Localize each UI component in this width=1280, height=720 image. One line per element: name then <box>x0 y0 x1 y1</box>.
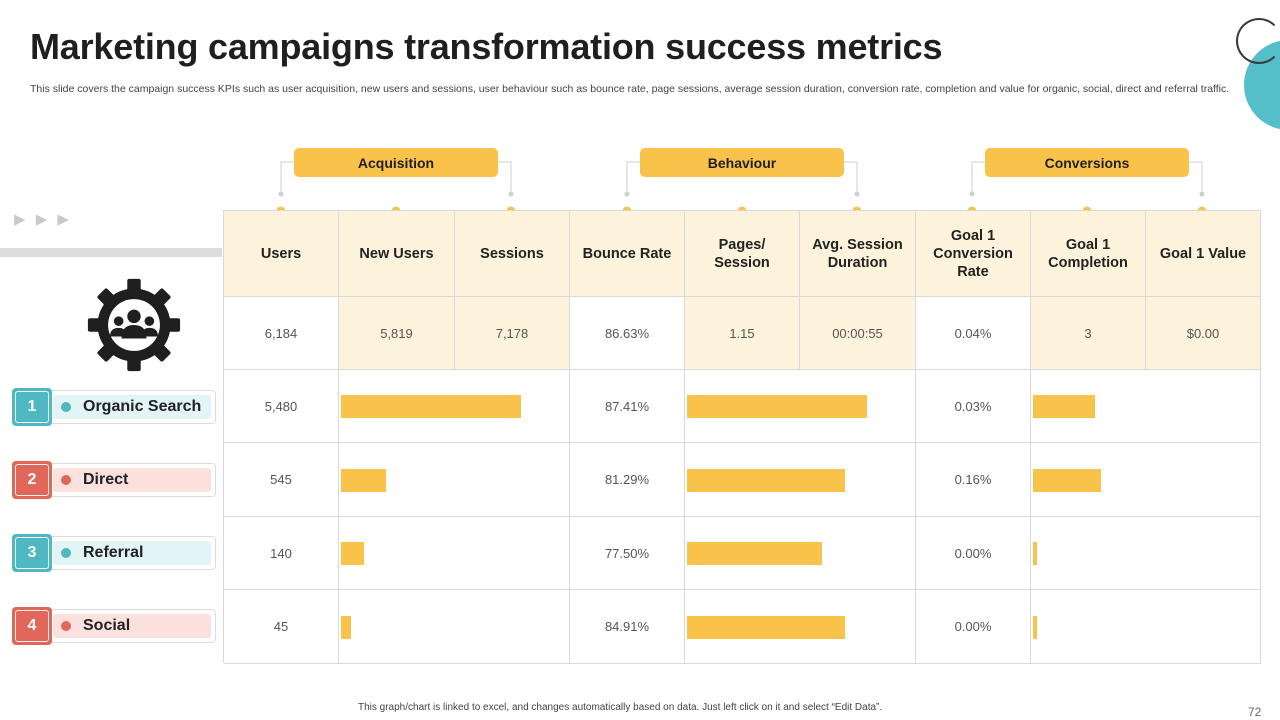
goal-completion-bar <box>1033 542 1037 565</box>
page-number: 72 <box>1248 705 1262 719</box>
cell-pages-bar <box>685 443 916 517</box>
pages-session-bar <box>687 615 845 639</box>
cell-bounce-rate: 84.91% <box>570 590 685 664</box>
total-goal-completion: 3 <box>1031 297 1146 370</box>
decorative-ring <box>1236 18 1280 64</box>
cell-completion-bar <box>1031 590 1261 664</box>
cell-pages-bar <box>685 517 916 590</box>
channel-organic-search: Organic Search 1 <box>12 388 216 426</box>
cell-conversion-rate: 0.00% <box>916 517 1031 590</box>
cell-bounce-rate: 81.29% <box>570 443 685 517</box>
cell-users: 5,480 <box>224 370 339 443</box>
cell-completion-bar <box>1031 517 1261 590</box>
channel-label: Social <box>83 617 131 634</box>
pages-session-bar <box>687 468 845 492</box>
group-conversions: Conversions <box>985 148 1189 177</box>
cell-bounce-rate: 77.50% <box>570 517 685 590</box>
channel-number-badge: 4 <box>12 607 52 645</box>
cell-new-users-bar <box>339 517 570 590</box>
pages-session-bar <box>687 542 822 565</box>
total-goal-conversion-rate: 0.04% <box>916 297 1031 370</box>
cell-conversion-rate: 0.03% <box>916 370 1031 443</box>
arrow-decoration-icon: ▶ ▶ ▶ <box>14 211 72 228</box>
cell-pages-bar <box>685 590 916 664</box>
channel-label: Organic Search <box>83 398 202 415</box>
footer-note: This graph/chart is linked to excel, and… <box>358 702 883 713</box>
channel-number-badge: 1 <box>12 388 52 426</box>
channel-label: Direct <box>83 471 129 488</box>
cell-completion-bar <box>1031 370 1261 443</box>
new-users-bar <box>341 542 364 565</box>
page-title: Marketing campaigns transformation succe… <box>30 26 943 67</box>
channel-direct: Direct 2 <box>12 461 216 499</box>
decorative-bar <box>0 248 222 257</box>
channel-number-badge: 3 <box>12 534 52 572</box>
total-avg-session-duration: 00:00:55 <box>800 297 916 370</box>
channel-number-badge: 2 <box>12 461 52 499</box>
channel-social: Social 4 <box>12 607 216 645</box>
column-header-new-users: New Users <box>339 211 455 297</box>
total-sessions: 7,178 <box>455 297 570 370</box>
channel-dot-icon <box>61 548 71 558</box>
column-header-sessions: Sessions <box>455 211 570 297</box>
team-gear-icon <box>87 278 181 372</box>
cell-users: 140 <box>224 517 339 590</box>
new-users-bar <box>341 468 386 492</box>
total-pages-session: 1.15 <box>685 297 800 370</box>
pages-session-bar <box>687 395 867 418</box>
group-behaviour: Behaviour <box>640 148 844 177</box>
channel-label: Referral <box>83 544 144 561</box>
page-description: This slide covers the campaign success K… <box>30 83 1230 95</box>
total-goal-value: $0.00 <box>1146 297 1261 370</box>
channel-referral: Referral 3 <box>12 534 216 572</box>
cell-users: 45 <box>224 590 339 664</box>
cell-new-users-bar <box>339 370 570 443</box>
cell-conversion-rate: 0.16% <box>916 443 1031 517</box>
goal-completion-bar <box>1033 615 1037 639</box>
column-header-pages-session: Pages/ Session <box>685 211 800 297</box>
channel-dot-icon <box>61 402 71 412</box>
column-header-avg-session-duration: Avg. Session Duration <box>800 211 916 297</box>
goal-completion-bar <box>1033 395 1095 418</box>
metrics-table: Users New Users Sessions Bounce Rate Pages/ … <box>223 210 1261 664</box>
cell-pages-bar <box>685 370 916 443</box>
cell-completion-bar <box>1031 443 1261 517</box>
group-acquisition: Acquisition <box>294 148 498 177</box>
column-header-goal-completion: Goal 1 Completion <box>1031 211 1146 297</box>
column-header-bounce-rate: Bounce Rate <box>570 211 685 297</box>
cell-bounce-rate: 87.41% <box>570 370 685 443</box>
cell-new-users-bar <box>339 443 570 517</box>
column-header-goal-conversion-rate: Goal 1 Conversion Rate <box>916 211 1031 297</box>
total-bounce-rate: 86.63% <box>570 297 685 370</box>
cell-conversion-rate: 0.00% <box>916 590 1031 664</box>
cell-users: 545 <box>224 443 339 517</box>
new-users-bar <box>341 395 521 418</box>
channel-dot-icon <box>61 475 71 485</box>
total-users: 6,184 <box>224 297 339 370</box>
channel-dot-icon <box>61 621 71 631</box>
column-header-users: Users <box>224 211 339 297</box>
cell-new-users-bar <box>339 590 570 664</box>
goal-completion-bar <box>1033 468 1101 492</box>
total-new-users: 5,819 <box>339 297 455 370</box>
column-header-goal-value: Goal 1 Value <box>1146 211 1261 297</box>
new-users-bar <box>341 615 351 639</box>
